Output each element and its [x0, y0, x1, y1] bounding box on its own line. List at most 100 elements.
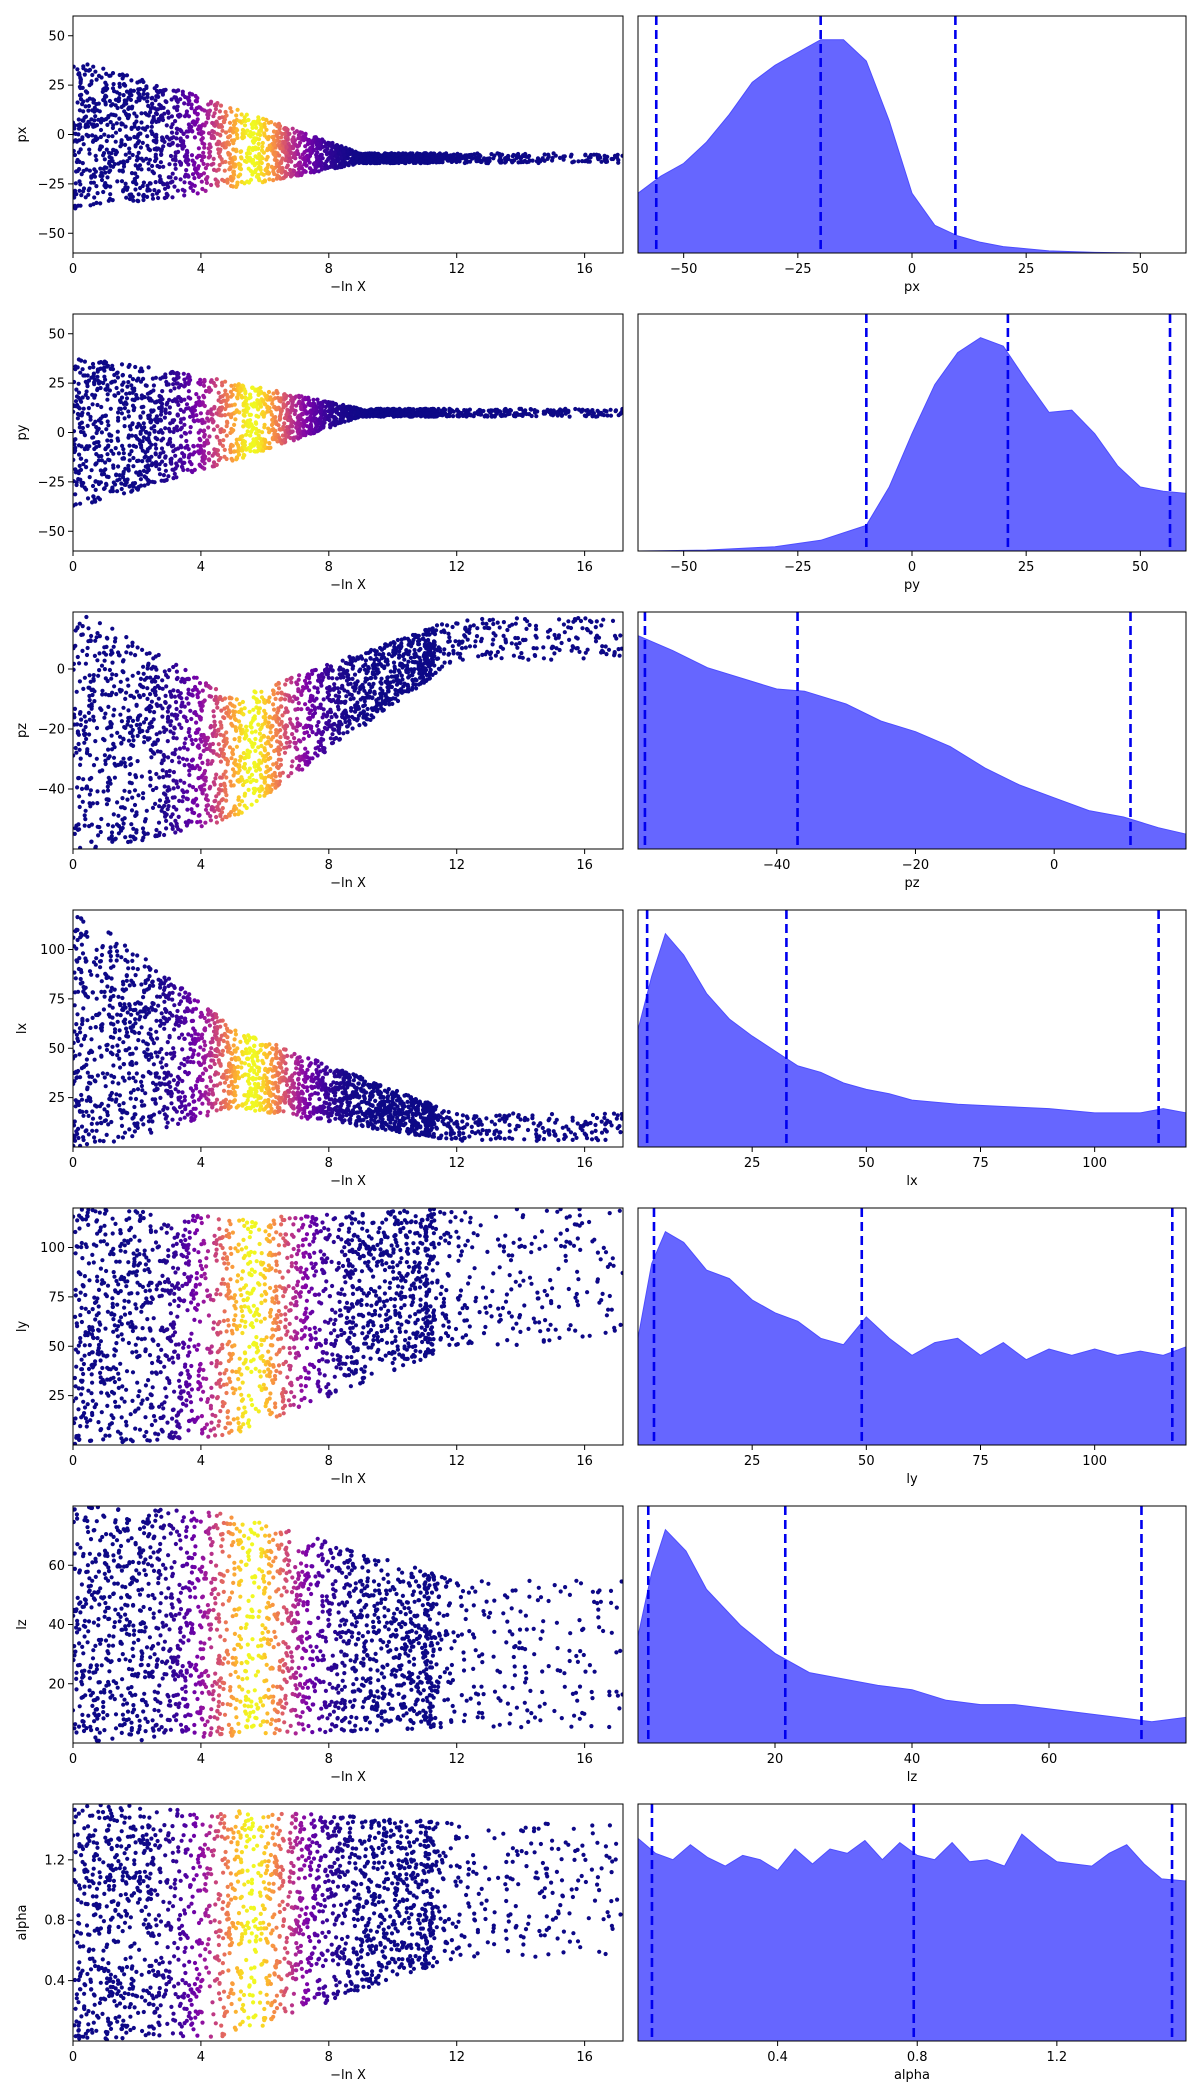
x-tick-label: 8: [325, 1156, 333, 1171]
x-tick-label: 12: [448, 560, 465, 575]
x-tick-label: 16: [576, 262, 593, 277]
y-tick-label: 25: [48, 1389, 65, 1404]
posterior-panel-alpha: 0.4 0.8 1.2 alpha: [637, 1803, 1187, 2083]
x-tick-label: 8: [325, 1454, 333, 1469]
axes-frame: [72, 1803, 624, 2042]
x-tick-label: 100: [1082, 1454, 1107, 1469]
trace-panel-alpha: 0 4 8 12 16 0.4 0.8 1.2 alpha −ln X: [15, 1803, 624, 2083]
x-axis-label: −ln X: [330, 1472, 366, 1487]
y-axis-label: pz: [15, 723, 30, 738]
x-tick-label: −25: [784, 560, 811, 575]
posterior-panel-pz: −40 −20 0 pz: [637, 611, 1187, 891]
x-tick-label: 12: [448, 1156, 465, 1171]
y-tick-label: −40: [38, 783, 65, 798]
y-tick-label: −25: [38, 475, 65, 490]
x-tick-label: 12: [448, 858, 465, 873]
x-tick-label: 50: [1132, 560, 1149, 575]
x-tick-label: 4: [197, 1454, 205, 1469]
x-axis-label: pz: [904, 876, 919, 891]
posterior-density-py: [638, 337, 1186, 551]
x-tick-label: 40: [904, 1752, 921, 1767]
y-tick-label: 20: [48, 1677, 65, 1692]
x-tick-label: 25: [1018, 560, 1035, 575]
y-tick-label: 75: [48, 1290, 65, 1305]
posterior-panel-ly: 25 50 75 100 ly: [637, 1207, 1187, 1487]
y-tick-label: 60: [48, 1559, 65, 1574]
x-tick-label: 16: [576, 1454, 593, 1469]
axes-frame: [72, 1207, 624, 1446]
posterior-panel-lz: 20 40 60 lz: [637, 1505, 1187, 1785]
y-axis-label: lx: [15, 1023, 30, 1035]
y-axis-label: alpha: [15, 1904, 30, 1940]
trace-panel-lx: 0 4 8 12 16 25 50 75 100 lx −ln X: [15, 909, 624, 1189]
x-tick-label: 100: [1082, 1156, 1107, 1171]
x-tick-label: 16: [576, 1156, 593, 1171]
posterior-density-lz: [638, 1528, 1186, 1743]
trace-panel-py: 0 4 8 12 16 −50 −25 0 25 50 py −ln X: [15, 313, 624, 593]
x-tick-label: 4: [197, 858, 205, 873]
x-tick-label: 16: [576, 858, 593, 873]
x-axis-label: −ln X: [330, 2068, 366, 2083]
x-tick-label: 0: [69, 262, 77, 277]
x-tick-label: −20: [902, 858, 929, 873]
y-tick-label: 25: [48, 79, 65, 94]
x-tick-label: 8: [325, 1752, 333, 1767]
posterior-panel-py: −50 −25 0 25 50 py: [637, 313, 1187, 593]
x-tick-label: 20: [767, 1752, 784, 1767]
x-tick-label: 25: [1018, 262, 1035, 277]
trace-points-pz: [73, 614, 623, 849]
x-tick-label: 0.8: [907, 2050, 928, 2065]
x-tick-label: 0.4: [767, 2050, 788, 2065]
x-tick-label: 1.2: [1047, 2050, 1068, 2065]
y-tick-label: 50: [48, 1340, 65, 1355]
x-axis-label: −ln X: [330, 876, 366, 891]
x-tick-label: 50: [858, 1156, 875, 1171]
y-tick-label: 0.8: [44, 1914, 65, 1929]
y-axis-label: lz: [15, 1619, 30, 1630]
y-tick-label: 50: [48, 327, 65, 342]
x-axis-label: −ln X: [330, 280, 366, 295]
x-tick-label: 16: [576, 1752, 593, 1767]
x-tick-label: 4: [197, 262, 205, 277]
x-axis-label: lx: [906, 1174, 918, 1189]
x-tick-label: −25: [784, 262, 811, 277]
x-tick-label: 25: [744, 1156, 761, 1171]
trace-points-lz: [73, 1506, 623, 1743]
x-tick-label: 0: [69, 858, 77, 873]
x-axis-label: py: [904, 578, 920, 593]
x-tick-label: 0: [69, 1454, 77, 1469]
x-axis-label: −ln X: [330, 1174, 366, 1189]
posterior-density-ly: [638, 1230, 1186, 1445]
x-tick-label: 16: [576, 2050, 593, 2065]
trace-panel-ly: 0 4 8 12 16 25 50 75 100 ly −ln X: [15, 1207, 624, 1487]
x-axis-label: px: [904, 280, 920, 295]
trace-panel-lz: 0 4 8 12 16 20 40 60 lz −ln X: [15, 1505, 624, 1785]
y-tick-label: −25: [38, 177, 65, 192]
y-tick-label: 25: [48, 1091, 65, 1106]
x-tick-label: 12: [448, 1752, 465, 1767]
axes-frame: [72, 909, 624, 1148]
x-tick-label: 4: [197, 2050, 205, 2065]
x-tick-label: 0: [69, 2050, 77, 2065]
y-tick-label: 50: [48, 1042, 65, 1057]
posterior-panel-lx: 25 50 75 100 lx: [637, 909, 1187, 1189]
trace-points-lx: [73, 915, 623, 1147]
posterior-density-alpha: [638, 1833, 1186, 2041]
y-axis-label: py: [15, 424, 30, 440]
y-tick-label: 25: [48, 377, 65, 392]
y-axis-label: ly: [15, 1321, 30, 1333]
x-tick-label: −40: [763, 858, 790, 873]
x-tick-label: 0: [69, 1752, 77, 1767]
y-tick-label: 0: [57, 128, 65, 143]
y-tick-label: 0: [57, 663, 65, 678]
x-tick-label: 12: [448, 262, 465, 277]
x-tick-label: 12: [448, 2050, 465, 2065]
y-tick-label: 100: [40, 943, 65, 958]
x-tick-label: 75: [972, 1454, 989, 1469]
x-tick-label: 0: [908, 560, 916, 575]
axes-frame: [637, 909, 1187, 1148]
posterior-density-px: [638, 39, 1186, 253]
x-tick-label: −50: [670, 262, 697, 277]
y-tick-label: 50: [48, 29, 65, 44]
